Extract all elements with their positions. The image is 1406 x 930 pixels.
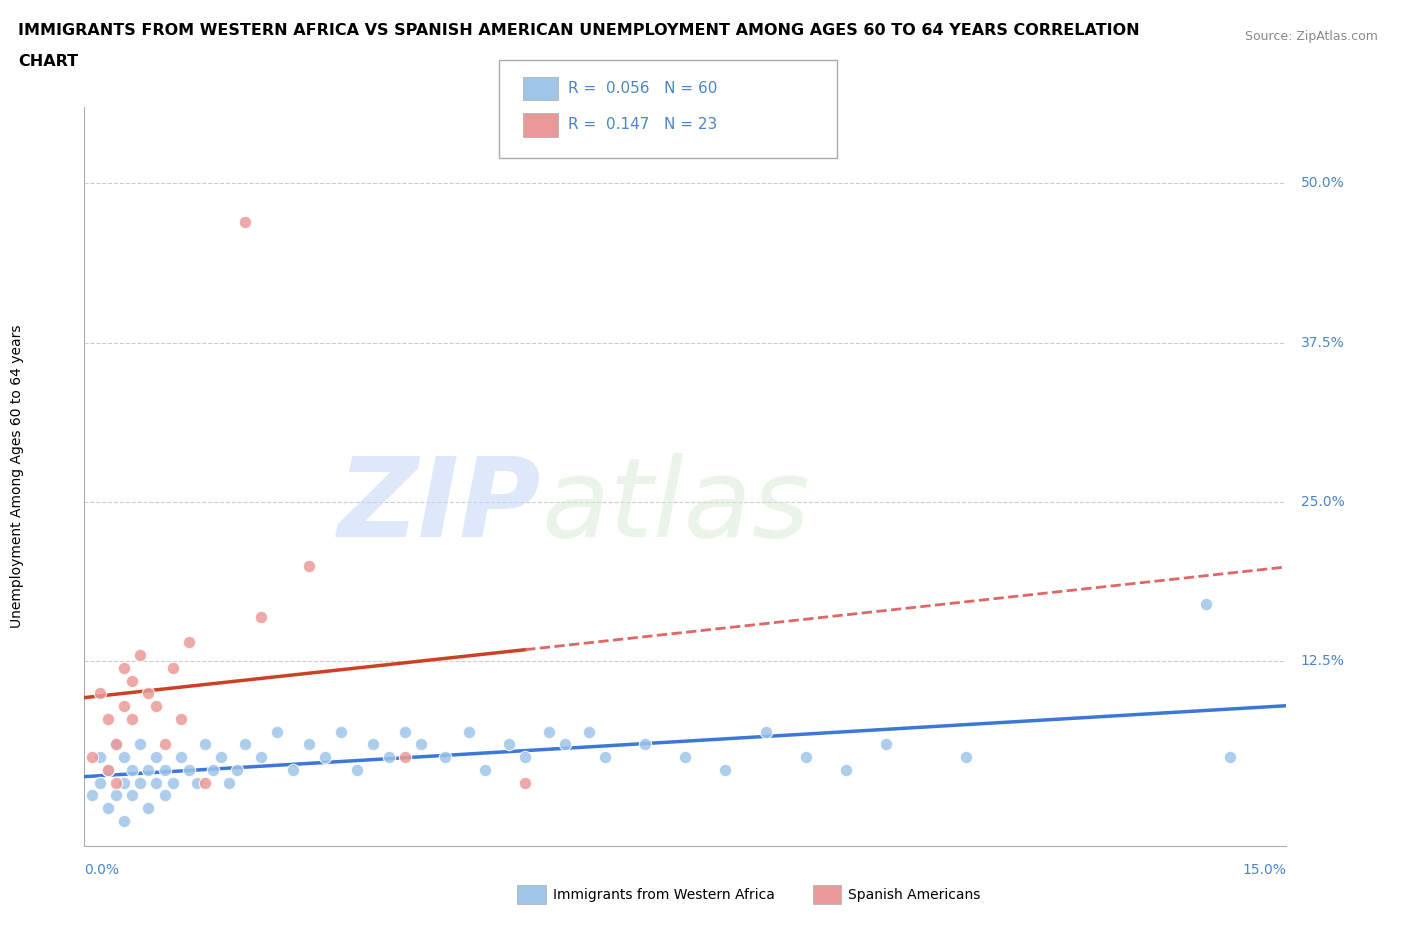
Point — [162, 775, 184, 790]
Point — [346, 763, 368, 777]
Text: atlas: atlas — [541, 453, 810, 560]
Point — [554, 737, 576, 751]
Text: 50.0%: 50.0% — [1301, 177, 1344, 191]
Point — [194, 775, 217, 790]
Point — [378, 750, 401, 764]
Point — [595, 750, 617, 764]
Point — [114, 698, 135, 713]
Point — [105, 775, 128, 790]
Point — [89, 775, 111, 790]
Text: Source: ZipAtlas.com: Source: ZipAtlas.com — [1244, 30, 1378, 43]
Point — [835, 763, 858, 777]
Point — [121, 788, 143, 803]
Text: ZIP: ZIP — [337, 453, 541, 560]
Point — [298, 737, 321, 751]
Text: R =  0.056   N = 60: R = 0.056 N = 60 — [568, 81, 717, 96]
Text: CHART: CHART — [18, 54, 79, 69]
Point — [145, 750, 167, 764]
Point — [233, 214, 256, 229]
Point — [121, 673, 143, 688]
Point — [129, 737, 152, 751]
Point — [138, 763, 160, 777]
Point — [1219, 750, 1241, 764]
Point — [714, 763, 737, 777]
Point — [153, 788, 176, 803]
Point — [201, 763, 224, 777]
Point — [209, 750, 232, 764]
Point — [114, 814, 135, 829]
Point — [233, 737, 256, 751]
Point — [434, 750, 457, 764]
Text: 0.0%: 0.0% — [84, 862, 120, 877]
Point — [578, 724, 600, 739]
Point — [114, 750, 135, 764]
Point — [89, 750, 111, 764]
Point — [82, 788, 104, 803]
Point — [218, 775, 240, 790]
Point — [394, 724, 416, 739]
Point — [281, 763, 304, 777]
Point — [249, 750, 271, 764]
Point — [361, 737, 384, 751]
Point — [89, 686, 111, 701]
Point — [515, 750, 537, 764]
Point — [634, 737, 657, 751]
Point — [225, 763, 247, 777]
Point — [121, 711, 143, 726]
Point — [162, 660, 184, 675]
Point — [177, 763, 200, 777]
Point — [97, 711, 120, 726]
Point — [298, 558, 321, 573]
Point — [169, 750, 191, 764]
Point — [177, 635, 200, 650]
Point — [145, 698, 167, 713]
Text: Spanish Americans: Spanish Americans — [848, 887, 980, 902]
Point — [266, 724, 288, 739]
Point — [138, 686, 160, 701]
Point — [97, 763, 120, 777]
Text: R =  0.147   N = 23: R = 0.147 N = 23 — [568, 117, 717, 132]
Point — [186, 775, 208, 790]
Point — [114, 660, 135, 675]
Point — [145, 775, 167, 790]
Point — [194, 737, 217, 751]
Point — [97, 801, 120, 816]
Point — [1195, 597, 1218, 612]
Point — [394, 750, 416, 764]
Point — [498, 737, 520, 751]
Point — [515, 775, 537, 790]
Point — [249, 609, 271, 624]
Point — [474, 763, 496, 777]
Point — [153, 737, 176, 751]
Point — [314, 750, 336, 764]
Point — [875, 737, 897, 751]
Point — [121, 763, 143, 777]
Point — [675, 750, 697, 764]
Point — [458, 724, 481, 739]
Text: 25.0%: 25.0% — [1301, 495, 1344, 509]
Point — [138, 801, 160, 816]
Text: Immigrants from Western Africa: Immigrants from Western Africa — [553, 887, 775, 902]
Point — [97, 763, 120, 777]
Point — [169, 711, 191, 726]
Point — [409, 737, 432, 751]
Point — [82, 750, 104, 764]
Point — [105, 788, 128, 803]
Point — [794, 750, 817, 764]
Text: 15.0%: 15.0% — [1243, 862, 1286, 877]
Point — [129, 647, 152, 662]
Point — [114, 775, 135, 790]
Point — [538, 724, 561, 739]
Point — [329, 724, 352, 739]
Point — [129, 775, 152, 790]
Point — [105, 737, 128, 751]
Point — [153, 763, 176, 777]
Point — [755, 724, 778, 739]
Text: IMMIGRANTS FROM WESTERN AFRICA VS SPANISH AMERICAN UNEMPLOYMENT AMONG AGES 60 TO: IMMIGRANTS FROM WESTERN AFRICA VS SPANIS… — [18, 23, 1140, 38]
Text: Unemployment Among Ages 60 to 64 years: Unemployment Among Ages 60 to 64 years — [10, 325, 24, 629]
Point — [105, 737, 128, 751]
Point — [955, 750, 977, 764]
Text: 37.5%: 37.5% — [1301, 336, 1344, 350]
Text: 12.5%: 12.5% — [1301, 655, 1344, 669]
